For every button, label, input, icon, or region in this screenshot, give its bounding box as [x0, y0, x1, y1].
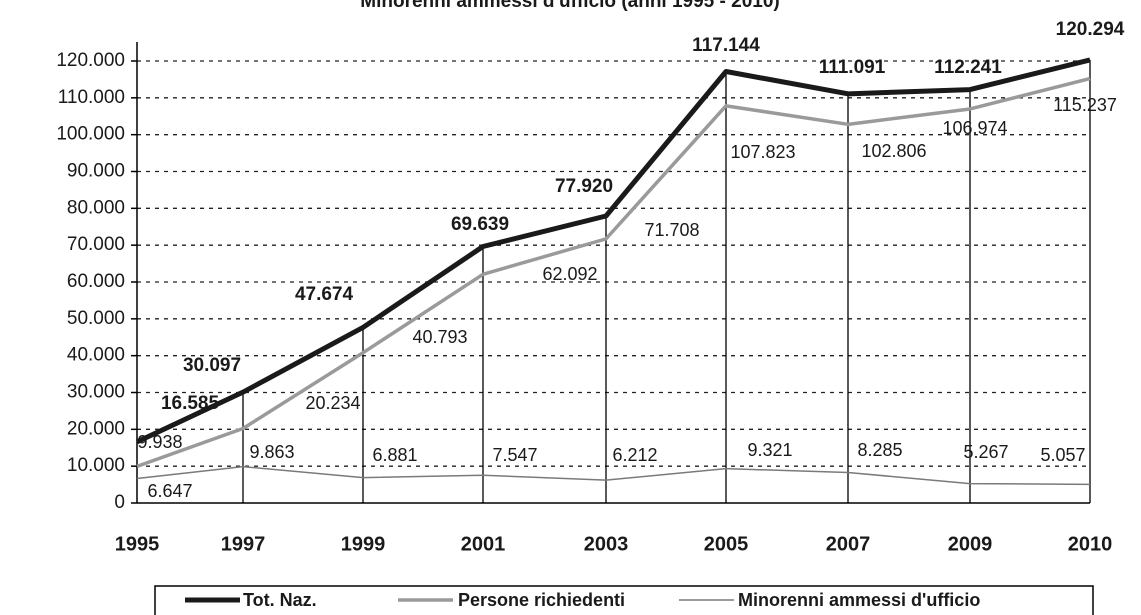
x-tick-label: 1999 — [341, 533, 386, 555]
data-label: 111.091 — [819, 57, 886, 78]
series-line — [136, 76, 1091, 469]
legend-label: Minorenni ammessi d'ufficio — [738, 590, 980, 610]
data-label: 71.708 — [644, 220, 699, 240]
data-label: 7.547 — [492, 445, 537, 465]
series-line — [136, 465, 1091, 486]
data-label: 6.881 — [372, 445, 417, 465]
data-label: 102.806 — [861, 141, 926, 161]
y-tick-label: 40.000 — [67, 345, 125, 366]
data-label: 8.285 — [857, 440, 902, 460]
data-label: 9.938 — [137, 432, 182, 452]
y-tick-label: 0 — [114, 492, 125, 513]
x-tick-label: 1997 — [221, 533, 266, 555]
data-label: 77.920 — [555, 176, 613, 197]
data-label: 40.793 — [412, 327, 467, 347]
x-tick-label: 2007 — [826, 533, 871, 555]
y-tick-label: 50.000 — [67, 308, 125, 329]
data-label: 112.241 — [934, 57, 1002, 78]
y-tick-label: 120.000 — [56, 50, 125, 71]
chart-title: Minorenni ammessi d'ufficio (anni 1995 -… — [360, 0, 779, 12]
legend-label: Tot. Naz. — [243, 590, 317, 610]
x-tick-label: 2003 — [584, 533, 629, 555]
data-label: 30.097 — [183, 355, 241, 376]
y-tick-label: 90.000 — [67, 161, 125, 182]
data-label: 5.267 — [963, 442, 1008, 462]
legend-box — [154, 585, 1094, 615]
x-tick-label: 2005 — [704, 533, 749, 555]
x-tick-label: 1995 — [115, 533, 160, 555]
series-line — [135, 57, 1091, 445]
data-label: 120.294 — [1056, 19, 1125, 40]
data-label: 5.057 — [1040, 445, 1085, 465]
data-label: 6.647 — [147, 481, 192, 501]
data-label: 6.212 — [612, 445, 657, 465]
y-tick-label: 20.000 — [67, 418, 125, 439]
y-tick-label: 60.000 — [67, 271, 125, 292]
x-tick-label: 2010 — [1068, 533, 1113, 555]
y-tick-label: 110.000 — [58, 87, 125, 108]
data-label: 9.863 — [249, 442, 294, 462]
y-tick-label: 70.000 — [67, 234, 125, 255]
x-tick-label: 2009 — [948, 533, 993, 555]
y-tick-label: 80.000 — [67, 197, 125, 218]
data-label: 106.974 — [942, 118, 1007, 138]
y-tick-label: 30.000 — [67, 382, 125, 403]
x-tick-label: 2001 — [461, 533, 506, 555]
data-label: 47.674 — [295, 284, 354, 305]
data-label: 20.234 — [305, 393, 360, 413]
data-label: 62.092 — [542, 264, 597, 284]
y-tick-label: 100.000 — [56, 124, 125, 145]
y-tick-label: 10.000 — [67, 455, 125, 476]
data-label: 115.237 — [1053, 95, 1117, 115]
data-label: 107.823 — [730, 142, 795, 162]
legend-label: Persone richiedenti — [458, 590, 625, 610]
data-label: 9.321 — [747, 440, 792, 460]
data-label: 69.639 — [451, 214, 509, 235]
data-label: 16.585 — [161, 393, 220, 414]
data-label: 117.144 — [692, 35, 760, 56]
